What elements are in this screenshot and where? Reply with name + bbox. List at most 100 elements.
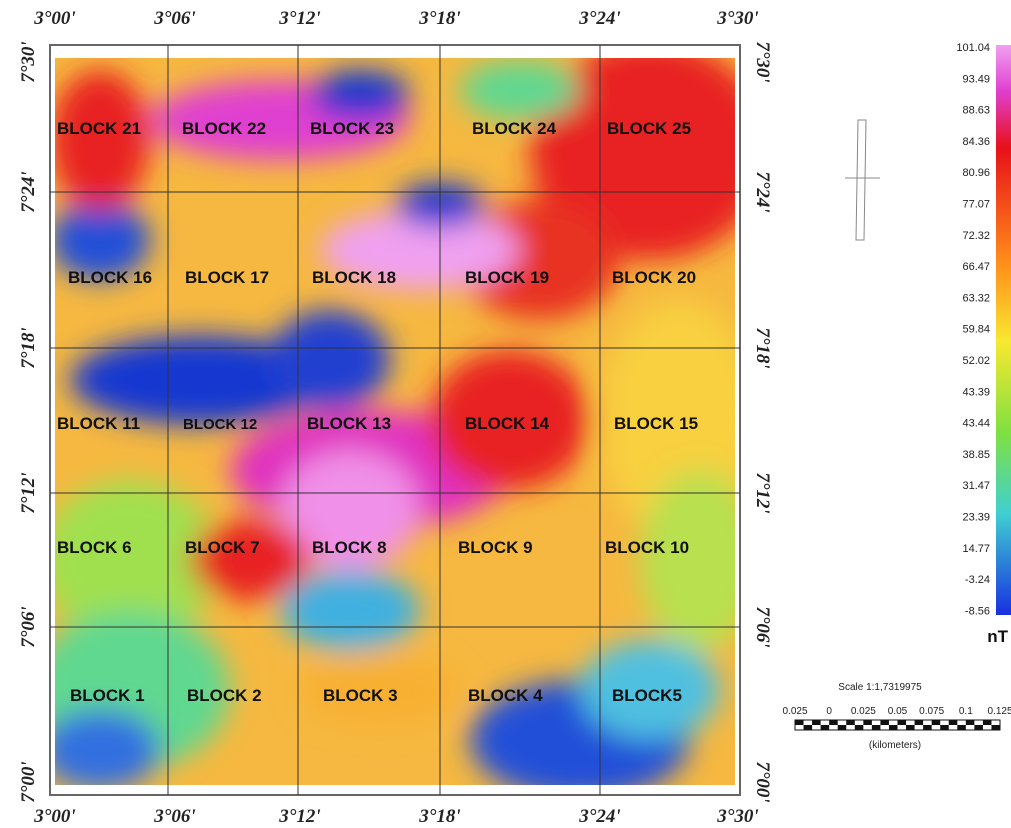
block-label: BLOCK 2 xyxy=(187,686,262,705)
scale-tick: 0.075 xyxy=(919,706,944,717)
left-coord: 7°12' xyxy=(18,472,39,513)
top-coord: 3°06' xyxy=(153,8,195,29)
scale-segment xyxy=(795,720,804,725)
left-coord: 7°30' xyxy=(18,41,39,82)
block-label: BLOCK 23 xyxy=(310,119,394,138)
scale-segment xyxy=(880,720,889,725)
scale-segment xyxy=(974,725,983,730)
block-label: BLOCK 9 xyxy=(458,538,533,557)
scale-segment xyxy=(804,725,813,730)
bottom-coord: 3°18' xyxy=(418,806,460,827)
block-label: BLOCK 14 xyxy=(465,414,550,433)
scale-segment xyxy=(915,720,924,725)
left-coord: 7°00' xyxy=(18,761,39,802)
north-arrow xyxy=(845,120,880,240)
legend-value: 38.85 xyxy=(962,449,990,461)
block-label: BLOCK 21 xyxy=(57,119,141,138)
scale-segment xyxy=(812,720,821,725)
bottom-coord: 3°24' xyxy=(578,806,620,827)
block-label: BLOCK 3 xyxy=(323,686,398,705)
block-label: BLOCK 24 xyxy=(472,119,557,138)
scale-segment xyxy=(983,720,992,725)
top-coord: 3°12' xyxy=(278,8,320,29)
scale-bar: Scale 1:1,7319975 0.025 0 0.025 0.05 0.075 0.1… xyxy=(782,682,1011,751)
block-label: BLOCK 4 xyxy=(468,686,543,705)
top-coord: 3°24' xyxy=(578,8,620,29)
legend-value: 59.84 xyxy=(962,324,990,336)
legend-value: 84.36 xyxy=(962,136,990,148)
legend-value: 31.47 xyxy=(962,480,990,492)
block-label: BLOCK 11 xyxy=(57,414,140,433)
scale-segment xyxy=(838,725,847,730)
legend-value: 52.02 xyxy=(962,355,990,367)
left-coord: 7°06' xyxy=(18,606,39,647)
right-coord: 7°12' xyxy=(752,472,773,513)
bottom-coord: 3°12' xyxy=(278,806,320,827)
legend-value: -3.24 xyxy=(965,574,990,586)
legend-value: 77.07 xyxy=(962,199,990,211)
scale-segment xyxy=(863,720,872,725)
legend-value: 14.77 xyxy=(962,543,990,555)
top-coord: 3°00' xyxy=(33,8,75,29)
bottom-coord: 3°30' xyxy=(716,806,758,827)
scale-segment xyxy=(991,725,1000,730)
legend-value: 43.44 xyxy=(962,418,990,430)
left-coord: 7°24' xyxy=(18,171,39,212)
block-label: BLOCK 7 xyxy=(185,538,260,557)
legend-value: 88.63 xyxy=(962,105,990,117)
block-label: BLOCK 13 xyxy=(307,414,391,433)
legend-value: 23.39 xyxy=(962,512,990,524)
scale-segment xyxy=(855,725,864,730)
block-label: BLOCK 15 xyxy=(614,414,698,433)
block-label: BLOCK 22 xyxy=(182,119,266,138)
top-coord: 3°18' xyxy=(418,8,460,29)
scale-tick: 0.025 xyxy=(851,706,876,717)
scale-tick: 0.1 xyxy=(959,706,973,717)
block-label: BLOCK 10 xyxy=(605,538,689,557)
scale-segment xyxy=(957,725,966,730)
scale-tick: 0.05 xyxy=(888,706,908,717)
block-label: BLOCK 1 xyxy=(70,686,145,705)
scale-segment xyxy=(846,720,855,725)
scale-segment xyxy=(932,720,941,725)
right-coord: 7°24' xyxy=(752,171,773,212)
scale-segment xyxy=(923,725,932,730)
block-label: BLOCK 16 xyxy=(68,268,152,287)
block-label: BLOCK 25 xyxy=(607,119,691,138)
top-coord: 3°30' xyxy=(716,8,758,29)
right-coord: 7°00' xyxy=(752,761,773,802)
scale-segment xyxy=(906,725,915,730)
block-label: BLOCK 18 xyxy=(312,268,396,287)
right-coord: 7°30' xyxy=(752,41,773,82)
legend-value: 101.04 xyxy=(956,42,990,54)
bottom-coord: 3°00' xyxy=(33,806,75,827)
scale-segment xyxy=(940,725,949,730)
scale-segment xyxy=(872,725,881,730)
scale-tick: 0 xyxy=(826,706,832,717)
color-bar xyxy=(996,45,1011,615)
legend-value: 80.96 xyxy=(962,167,990,179)
scale-tick: 0.125 xyxy=(987,706,1011,717)
block-label: BLOCK 8 xyxy=(312,538,387,557)
scale-segment xyxy=(829,720,838,725)
page: Scale 1:1,7319975 0.025 0 0.025 0.05 0.075 0.1… xyxy=(0,0,1011,828)
block-label: BLOCK 20 xyxy=(612,268,696,287)
scale-segment xyxy=(889,725,898,730)
right-coord: 7°18' xyxy=(752,327,773,368)
legend-value: 43.39 xyxy=(962,386,990,398)
block-label: BLOCK5 xyxy=(612,686,682,705)
scale-tick: 0.025 xyxy=(782,706,807,717)
legend-unit: nT xyxy=(987,627,1008,646)
legend-value: 66.47 xyxy=(962,261,990,273)
left-coord: 7°18' xyxy=(18,327,39,368)
scale-title: Scale 1:1,7319975 xyxy=(838,682,922,693)
scale-segment xyxy=(898,720,907,725)
scale-segment xyxy=(821,725,830,730)
right-coord: 7°06' xyxy=(752,606,773,647)
scale-segment xyxy=(966,720,975,725)
block-label: BLOCK 17 xyxy=(185,268,269,287)
block-label: BLOCK 19 xyxy=(465,268,549,287)
scale-segment xyxy=(949,720,958,725)
legend-value: 72.32 xyxy=(962,230,990,242)
legend-value: 93.49 xyxy=(962,73,990,85)
